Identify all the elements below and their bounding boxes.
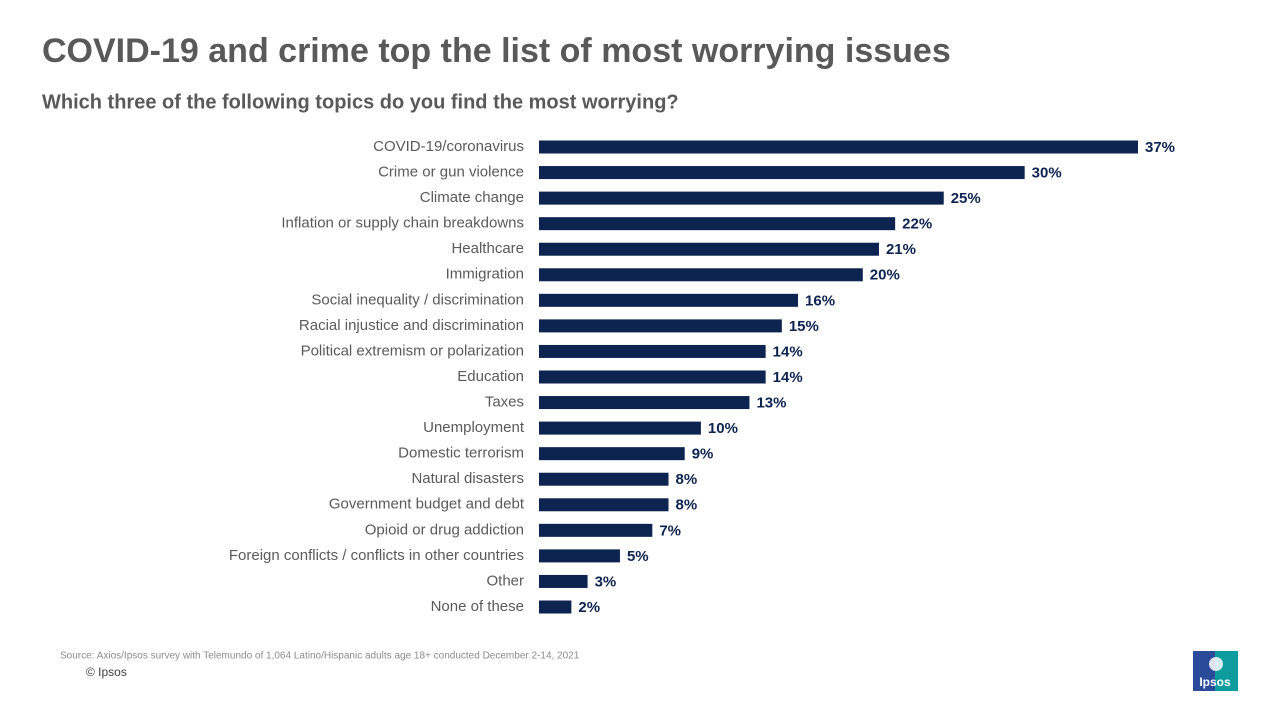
logo-mark [1209,657,1223,671]
bar [539,191,944,205]
category-label: Crime or gun violence [378,164,524,181]
value-label: 25% [951,190,981,207]
value-label: 8% [676,497,698,514]
value-label: 8% [676,471,698,488]
value-label: 3% [595,573,617,590]
chart-title: COVID-19 and crime top the list of most … [42,32,951,70]
bar [539,293,799,307]
bar [539,396,750,410]
value-label: 5% [627,548,649,565]
bar [539,242,879,256]
logo-bg-left [1193,651,1215,691]
chart-subtitle: Which three of the following topics do y… [42,91,679,113]
value-label: 21% [886,241,916,258]
bar [539,370,766,384]
category-label: Foreign conflicts / conflicts in other c… [229,547,524,564]
logo-text: Ipsos [1199,675,1231,689]
bar [539,421,701,435]
bar [539,523,653,537]
bar [539,166,1025,180]
category-label: Domestic terrorism [398,445,524,462]
value-label: 7% [659,522,681,539]
category-label: Climate change [420,189,524,206]
value-label: 20% [870,267,900,284]
category-label: Social inequality / discrimination [311,291,524,308]
bar [539,217,896,231]
value-label: 30% [1032,165,1062,182]
value-label: 37% [1145,139,1175,156]
bar [539,574,588,588]
category-label: Healthcare [451,240,524,257]
bar [539,549,620,563]
category-label: Immigration [446,266,524,283]
category-label: Other [486,572,524,589]
value-label: 14% [773,343,803,360]
value-label: 14% [773,369,803,386]
category-label: Racial injustice and discrimination [299,317,524,334]
value-label: 22% [902,216,932,233]
value-label: 13% [756,395,786,412]
category-label: None of these [431,598,524,615]
value-label: 16% [805,292,835,309]
category-label: Natural disasters [411,470,524,487]
bar [539,498,669,512]
source-note: Source: Axios/Ipsos survey with Telemund… [60,651,580,662]
value-label: 10% [708,420,738,437]
category-label: Political extremism or polarization [301,342,524,359]
bar [539,447,685,461]
bar [539,140,1138,154]
category-label: COVID-19/coronavirus [373,138,524,155]
category-label: Inflation or supply chain breakdowns [281,215,524,232]
logo: Ipsos [1193,651,1238,691]
value-label: 9% [692,446,714,463]
category-label: Taxes [485,394,524,411]
value-label: 2% [578,599,600,616]
bar [539,268,863,282]
plot: COVID-19/coronavirus 37% Crime or gun viol… [229,138,1175,616]
category-label: Education [457,368,524,385]
bar [539,319,782,333]
category-label: Opioid or drug addiction [365,521,524,538]
value-label: 15% [789,318,819,335]
category-label: Government budget and debt [329,496,525,513]
copyright: © Ipsos [86,665,127,679]
category-label: Unemployment [423,419,525,436]
bar [539,600,572,614]
bar [539,472,669,486]
bar [539,344,766,358]
